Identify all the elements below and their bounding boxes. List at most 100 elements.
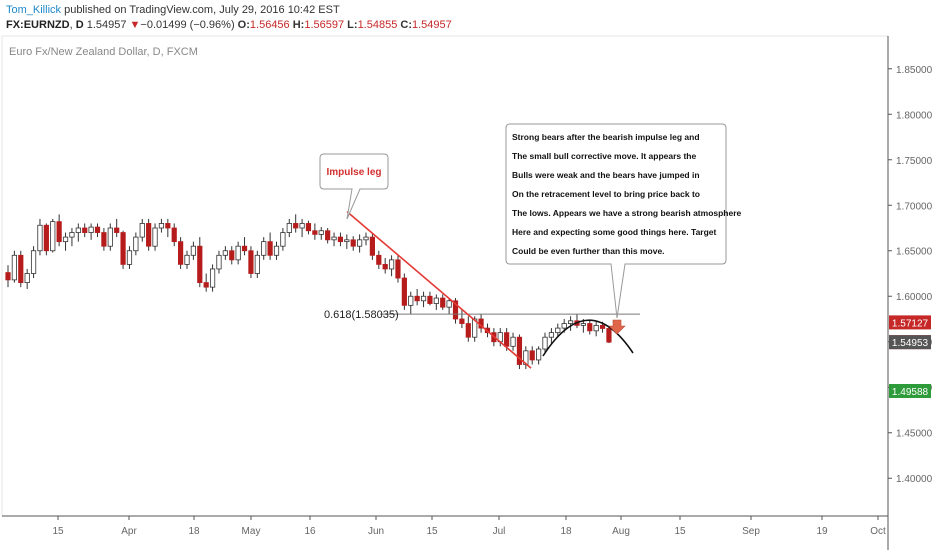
candle-up <box>133 236 139 252</box>
x-tick-label: 16 <box>304 526 316 537</box>
candle-up <box>37 224 43 252</box>
candle-up <box>190 245 196 256</box>
y-tick-label: 1.75000 <box>896 156 932 167</box>
note-line: The lows. Appears we have a strong beari… <box>512 208 742 218</box>
note-callout-box <box>505 123 727 319</box>
y-tick-label: 1.85000 <box>896 65 932 76</box>
chart-header: Tom_Killick published on TradingView.com… <box>0 0 932 34</box>
candle-up <box>542 336 548 350</box>
candle-up <box>536 348 542 361</box>
open-label: O: <box>237 19 250 31</box>
arrow-down-icon <box>608 319 626 335</box>
open-value: 1.56456 <box>249 19 290 31</box>
candle-up <box>107 227 113 247</box>
high-value: 1.56597 <box>304 19 345 31</box>
candle-down <box>305 223 312 232</box>
candle-down <box>376 254 382 265</box>
candle-down <box>440 297 446 308</box>
x-tick-label: Oct <box>870 526 886 537</box>
candle-up <box>126 250 133 265</box>
candle-down <box>56 221 62 243</box>
x-tick-label: 19 <box>816 526 828 537</box>
candle-up <box>235 245 241 261</box>
candle-down <box>18 254 24 283</box>
candle-down <box>427 295 433 304</box>
candle-down <box>452 300 459 320</box>
candle-up <box>62 236 69 243</box>
candle-up <box>593 324 599 332</box>
published-text: published on TradingView.com, July 29, 2… <box>64 4 340 16</box>
candle-up <box>69 232 75 238</box>
x-tick-label: 18 <box>560 526 572 537</box>
chart-background <box>0 34 932 550</box>
close-label: C: <box>400 19 412 31</box>
close-value: 1.54957 <box>412 19 452 31</box>
y-tick-label: 1.70000 <box>896 201 932 212</box>
candle-up <box>273 245 280 256</box>
note-line: The small bull corrective move. It appea… <box>512 151 697 161</box>
candle-down <box>203 282 209 288</box>
rounded-top-arc <box>542 319 634 357</box>
candle-up <box>88 226 94 233</box>
y-tick-label: 1.65000 <box>896 247 932 258</box>
candle-down <box>459 318 465 324</box>
candle-up <box>152 227 158 247</box>
y-tick-label: 1.80000 <box>896 110 932 121</box>
candle-up <box>50 221 56 252</box>
impulse-leg-line <box>346 211 532 369</box>
x-tick-label: May <box>242 526 261 537</box>
x-tick-label: Apr <box>121 526 137 537</box>
note-line: Strong bears after the bearish impulse l… <box>512 132 700 142</box>
timeframe: D <box>75 19 84 31</box>
author-link[interactable]: Tom_Killick <box>6 4 62 16</box>
candle-down <box>369 236 376 256</box>
impulse-callout-label: Impulse leg <box>326 167 381 178</box>
x-tick-label: 15 <box>674 526 686 537</box>
price-label: 1.57127 <box>892 318 929 329</box>
candle-down <box>197 245 203 283</box>
low-value: 1.54855 <box>357 19 398 31</box>
price-label-bg <box>889 335 931 350</box>
note-line: Here and expecting some good things here… <box>512 227 717 237</box>
time-axis: 15 Apr 18 May 16 Jun 15 Jul 18 Aug 15 Sep 19 Oct <box>52 516 886 537</box>
candle-up <box>363 236 369 241</box>
y-tick-label: 1.60000 <box>896 292 932 303</box>
x-tick-label: Sep <box>742 526 760 537</box>
note-line: Bulls were weak and the bears have jumpe… <box>512 170 700 180</box>
candle-down <box>606 328 612 343</box>
price-label-bg <box>889 383 931 398</box>
candle-down <box>241 245 248 252</box>
candle-down <box>325 230 331 241</box>
candles <box>5 214 612 370</box>
price-label-bg <box>889 315 931 330</box>
candle-down <box>43 224 49 252</box>
candle-down <box>337 236 344 243</box>
candle-up <box>209 268 216 288</box>
candle-up <box>158 223 165 229</box>
candle-down <box>82 227 88 233</box>
x-tick-label: 15 <box>426 526 438 537</box>
candle-up <box>11 254 17 281</box>
x-tick-label: 18 <box>188 526 200 537</box>
note-line: Could be even further than this move. <box>512 246 665 256</box>
candle-down <box>171 227 177 243</box>
candle-down <box>516 336 523 365</box>
y-tick-label: 1.40000 <box>896 474 932 485</box>
symbol: FX:EURNZD <box>6 19 70 31</box>
candle-down <box>120 232 126 265</box>
candle-up <box>510 336 516 347</box>
candle-up <box>561 323 567 329</box>
candle-down <box>267 241 273 256</box>
candle-up <box>139 223 145 238</box>
candle-down <box>293 223 299 229</box>
down-arrow-icon: ▼ <box>129 19 141 31</box>
ohlc-line: FX:EURNZD, D 1.54957 ▼−0.01499 (−0.96%) … <box>6 19 452 31</box>
candle-down <box>529 350 535 361</box>
candle-down <box>248 250 254 274</box>
candle-up <box>388 259 395 270</box>
price-chart[interactable]: Euro Fx/New Zealand Dollar, D, FXCM 1.85… <box>0 34 932 550</box>
candle-down <box>178 241 184 265</box>
last-price: 1.54957 <box>86 19 127 31</box>
x-tick-label: 15 <box>52 526 64 537</box>
y-tick-label: 1.45000 <box>896 429 932 440</box>
